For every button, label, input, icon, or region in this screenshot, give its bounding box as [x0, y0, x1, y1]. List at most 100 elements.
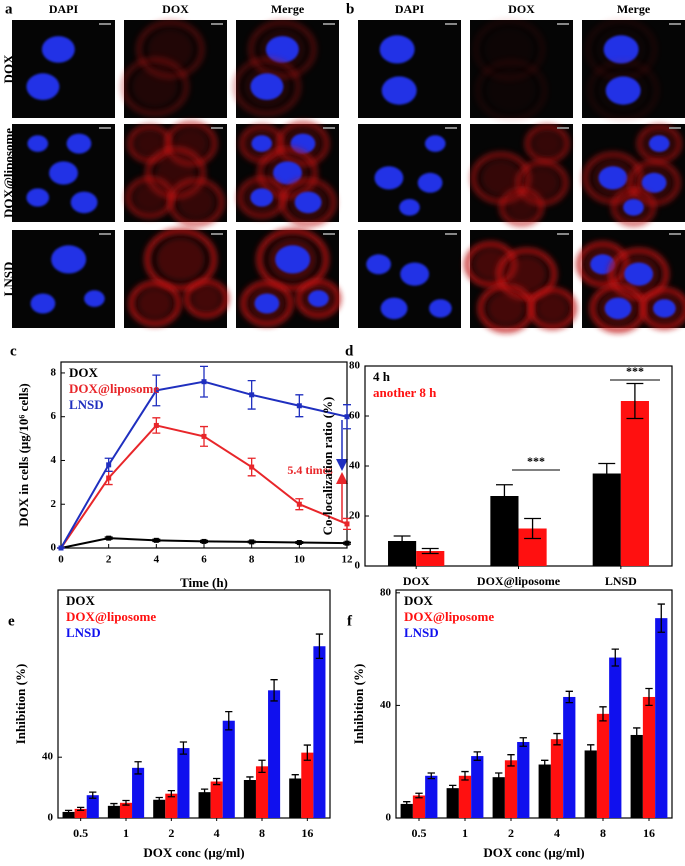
nucleus: [400, 262, 430, 286]
marker: [249, 539, 255, 545]
annotation: ***: [626, 364, 644, 378]
bar: [289, 778, 302, 818]
scale-label: [99, 233, 111, 235]
nucleus: [653, 299, 676, 318]
error-bar: [657, 603, 665, 633]
column-header: DOX: [508, 2, 535, 16]
error-bar: [77, 806, 85, 812]
marker: [58, 545, 64, 551]
error-bar: [291, 774, 299, 783]
scale-label: [445, 127, 457, 129]
panel-letter: a: [5, 1, 13, 17]
x-tick-label: DOX: [403, 574, 430, 588]
nucleus: [26, 73, 60, 100]
cytoplasm-signal: [128, 280, 182, 327]
error-bar: [213, 777, 221, 786]
y-tick-label: 8: [51, 366, 57, 378]
x-tick-label: 0.5: [73, 826, 88, 840]
error-bar: [246, 776, 254, 784]
nucleus: [598, 166, 628, 190]
y-tick-label: 0: [48, 812, 54, 824]
error-bar: [179, 741, 188, 755]
nucleus: [381, 76, 417, 105]
bar: [630, 734, 643, 818]
column-header: Merge: [271, 2, 305, 16]
cytoplasm-signal: [257, 146, 318, 200]
marker: [296, 540, 302, 546]
nucleus: [254, 293, 280, 314]
nucleus: [26, 188, 50, 207]
micrograph: [582, 18, 685, 122]
nucleus: [417, 172, 443, 193]
bar: [504, 760, 518, 818]
cytoplasm-signal: [232, 56, 302, 117]
bar: [446, 788, 459, 818]
bar: [165, 793, 178, 818]
cytoplasm-signal: [135, 130, 165, 157]
micrograph: [12, 124, 115, 222]
scale-label: [445, 23, 457, 25]
plot-frame: [57, 589, 331, 819]
error-bar: [134, 761, 142, 775]
cytoplasm-signal: [506, 256, 547, 292]
cytoplasm-signal: [474, 59, 548, 122]
cytoplasm-signal: [484, 27, 534, 72]
x-tick-label: 4: [554, 826, 560, 840]
bar: [86, 795, 99, 818]
marker: [344, 414, 350, 420]
y-tick-label: 40: [349, 460, 361, 472]
cytoplasm-signal: [532, 130, 562, 157]
nucleus: [604, 297, 632, 320]
nucleus: [379, 35, 415, 64]
y-tick-label: 0: [355, 560, 361, 572]
scale-label: [323, 23, 335, 25]
y-tick-label: 40: [380, 699, 392, 711]
bar: [412, 795, 426, 818]
cytoplasm-signal: [639, 287, 685, 330]
error-bar: [155, 796, 163, 803]
x-tick-label: 8: [259, 826, 265, 840]
nucleus: [429, 299, 452, 318]
nucleus: [30, 293, 56, 314]
marker: [296, 403, 302, 409]
x-tick-label: 8: [249, 554, 255, 566]
row-label: DOX: [1, 54, 16, 84]
legend-entry: DOX@liposome: [69, 381, 159, 396]
y-tick-label: 4: [51, 454, 57, 466]
y-axis-label: DOX in cells (μg/10⁶ cells): [16, 383, 31, 526]
column-header: DAPI: [395, 2, 425, 16]
error-bar: [598, 462, 616, 485]
bar: [538, 764, 551, 818]
legend-entry: DOX: [69, 365, 99, 380]
error-bar: [611, 648, 619, 667]
error-bar: [415, 792, 423, 799]
error-bar: [315, 633, 324, 660]
micrograph: [236, 120, 339, 228]
micrograph-background: [12, 20, 115, 118]
x-tick-label: DOX@liposome: [477, 574, 561, 588]
nucleus: [605, 76, 641, 105]
x-tick-label: 8: [600, 826, 606, 840]
error-bar: [393, 535, 411, 547]
bar: [153, 799, 166, 818]
cytoplasm-signal: [167, 177, 225, 228]
x-tick-label: 4: [214, 826, 220, 840]
bar: [119, 802, 133, 818]
x-axis-label: Time (h): [180, 575, 228, 590]
x-tick-label: 4: [154, 554, 160, 566]
marker: [249, 392, 255, 398]
cytoplasm-signal: [486, 68, 536, 113]
legend-entry: LNSD: [404, 625, 439, 640]
legend-entry: another 8 h: [373, 385, 437, 400]
scale-label: [323, 127, 335, 129]
cytoplasm-signal: [527, 287, 577, 330]
error-bar: [495, 772, 503, 783]
micrograph: [470, 18, 573, 122]
error-bar: [403, 801, 411, 807]
cytoplasm-signal: [586, 59, 660, 122]
x-tick-label: 2: [168, 826, 174, 840]
cytoplasm-signal: [183, 278, 229, 319]
cytoplasm-signal: [120, 56, 190, 117]
